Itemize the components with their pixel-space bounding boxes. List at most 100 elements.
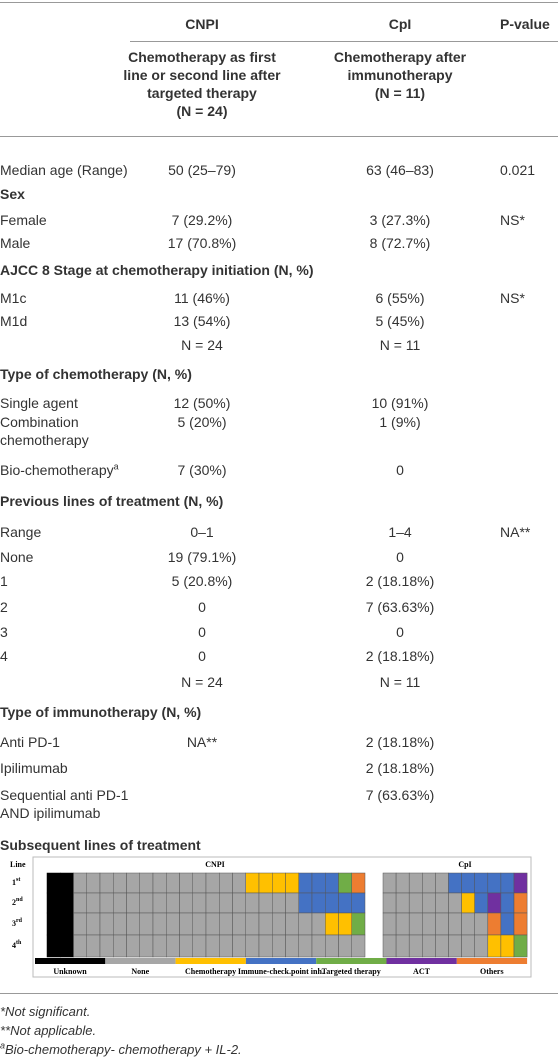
- grid-cell: [179, 934, 193, 958]
- footnote: aBio-chemotherapy- chemotherapy + IL-2.: [0, 1041, 242, 1059]
- grid-cell: [311, 892, 326, 914]
- row-suffix: nd: [16, 897, 23, 903]
- grid-cell: [395, 934, 410, 958]
- cell: 0: [198, 648, 206, 664]
- grid-cell: [192, 934, 207, 958]
- legend-swatch: [456, 958, 528, 964]
- cell: 0: [396, 624, 404, 640]
- grid-cell: [448, 892, 462, 914]
- grid-cell: [325, 892, 339, 914]
- grid-cell: [461, 912, 475, 936]
- legend-swatch: [35, 958, 106, 964]
- grid-cell: [338, 934, 352, 958]
- line-label: Line: [10, 860, 26, 869]
- cell: 7 (63.63%): [365, 599, 435, 615]
- grid-cell: [435, 872, 449, 894]
- grid-cell: [139, 892, 154, 914]
- rule: [130, 41, 558, 42]
- row-label: Male: [0, 235, 31, 251]
- section-heading: AJCC 8 Stage at chemotherapy initiation …: [0, 262, 314, 278]
- footnote-marker: a: [113, 461, 119, 472]
- cell: 7 (63.63%): [365, 787, 435, 803]
- grid-cell: [513, 912, 528, 936]
- row-suffix: th: [16, 940, 22, 946]
- label-text: Bio-chemotherapy: [0, 462, 114, 478]
- cell: 17 (70.8%): [167, 235, 237, 251]
- grid-cell: [179, 892, 193, 914]
- grid-cell: [382, 872, 397, 894]
- cell: 1–4: [388, 524, 412, 540]
- grid-cell: [272, 912, 286, 936]
- row-label: None: [0, 549, 34, 565]
- grid-cell: [382, 934, 397, 958]
- grid-cell: [219, 892, 233, 914]
- grid-cell: [73, 892, 87, 914]
- row-label: 1st: [12, 877, 20, 886]
- grid-cell: [298, 934, 313, 958]
- grid-cell: [435, 912, 449, 936]
- cell: N = 11: [379, 337, 421, 353]
- grid-cell: [351, 872, 366, 894]
- row-label: 3: [0, 624, 8, 640]
- cell: 0–1: [190, 524, 214, 540]
- cell: 6 (55%): [375, 290, 425, 306]
- column-header: CpI: [388, 16, 412, 32]
- footnote-marker: a: [0, 1040, 6, 1051]
- grid-cell: [435, 934, 449, 958]
- grid-cell: [272, 892, 286, 914]
- cell: 0: [396, 462, 404, 478]
- grid-cell: [461, 892, 475, 914]
- section-heading: Sex: [0, 186, 25, 202]
- cell: 7 (29.2%): [171, 212, 233, 228]
- cell: 19 (79.1%): [167, 549, 237, 565]
- cell: 0: [396, 549, 404, 565]
- grid-cell: [500, 872, 515, 894]
- cell: 2 (18.18%): [365, 734, 435, 750]
- grid-cell: [461, 934, 475, 958]
- legend-label: Unknown: [53, 967, 87, 976]
- grid-cell: [487, 872, 502, 894]
- p-value: NS*: [500, 212, 525, 228]
- section-heading: Type of chemotherapy (N, %): [0, 366, 192, 382]
- grid-cell: [285, 934, 299, 958]
- row-label: 2: [0, 599, 8, 615]
- grid-cell: [311, 872, 326, 894]
- legend-swatch: [386, 958, 457, 964]
- cell: 8 (72.7%): [369, 235, 431, 251]
- legend-swatch: [175, 958, 246, 964]
- legend-label: None: [131, 967, 149, 976]
- grid-cell: [245, 892, 260, 914]
- grid-cell: [338, 872, 352, 894]
- row-label: Female: [0, 212, 47, 228]
- grid-cell: [126, 872, 140, 894]
- grid-cell: [99, 892, 114, 914]
- grid-cell: [245, 934, 260, 958]
- grid-cell: [382, 912, 397, 936]
- grid-cell: [126, 934, 140, 958]
- section-heading: Subsequent lines of treatment: [0, 837, 201, 853]
- cell: 1 (9%): [379, 414, 421, 430]
- grid-cell: [500, 934, 515, 958]
- row-label: Sequential anti PD-1: [0, 787, 129, 803]
- grid-cell: [513, 934, 528, 958]
- cell: 2 (18.18%): [365, 573, 435, 589]
- footnote-text: Bio-chemotherapy- chemotherapy + IL-2.: [5, 1042, 242, 1057]
- grid-cell: [60, 934, 74, 958]
- grid-cell: [272, 872, 286, 894]
- grid-cell: [232, 892, 246, 914]
- grid-cell: [232, 872, 246, 894]
- grid-cell: [113, 912, 127, 936]
- treatment-figure: Line CNPI CpI 1st 2nd 3rd 4th Unknown None Chemot…: [10, 856, 532, 978]
- grid-cell: [166, 934, 180, 958]
- grid-cell: [219, 912, 233, 936]
- column-subheader: Chemotherapy as first: [128, 49, 276, 65]
- footnote-text: **Not applicable.: [0, 1023, 97, 1038]
- grid-cell: [422, 872, 436, 894]
- grid-cell: [232, 912, 246, 936]
- grid-cell: [474, 912, 489, 936]
- cell: 3 (27.3%): [369, 212, 431, 228]
- row-number: 3: [12, 919, 16, 928]
- grid-cell: [272, 934, 286, 958]
- row-label: Anti PD-1: [0, 734, 60, 750]
- grid-cell: [152, 912, 167, 936]
